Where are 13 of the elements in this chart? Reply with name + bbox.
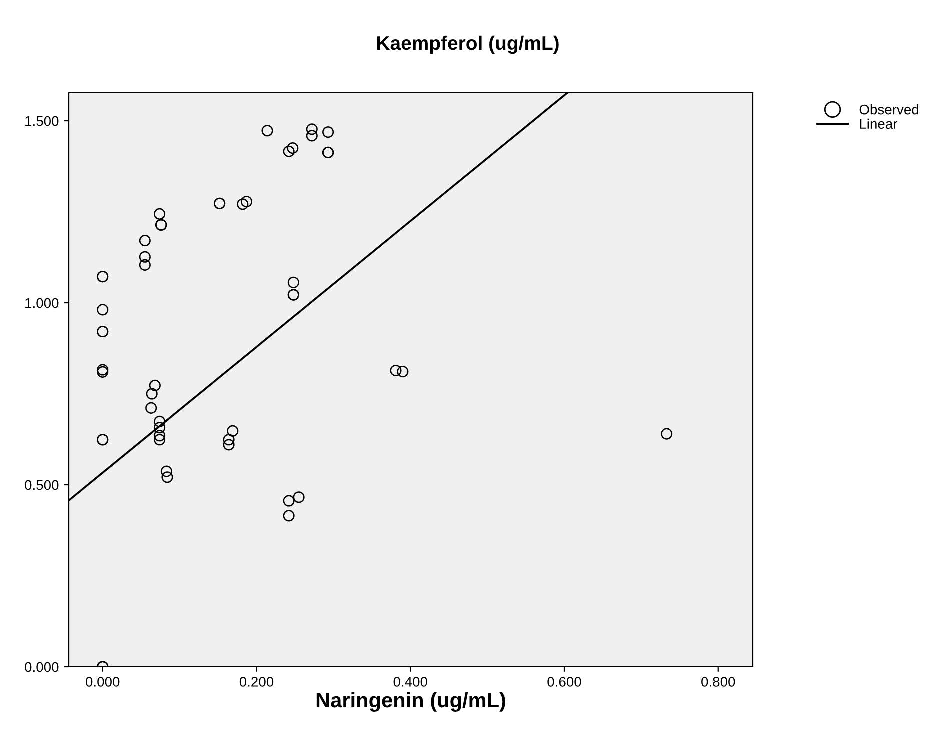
x-tick-label: 0.800 xyxy=(702,677,736,687)
x-tick-label: 0.600 xyxy=(548,677,582,687)
legend-label: Linear xyxy=(860,118,898,130)
x-tick-label: 0.200 xyxy=(240,677,274,687)
x-axis-title: Naringenin (ug/mL) xyxy=(316,692,506,712)
x-tick-label: 0.000 xyxy=(86,677,120,687)
y-tick-label: 0.000 xyxy=(25,662,59,672)
y-tick-label: 1.500 xyxy=(26,116,59,126)
y-tick-label: 1.000 xyxy=(26,298,59,308)
legend-label: Observed xyxy=(860,104,918,115)
y-tick-label: 0.500 xyxy=(25,480,59,490)
chart-title: Kaempferol (ug/mL) xyxy=(377,36,559,54)
x-tick-label: 0.400 xyxy=(394,677,428,687)
